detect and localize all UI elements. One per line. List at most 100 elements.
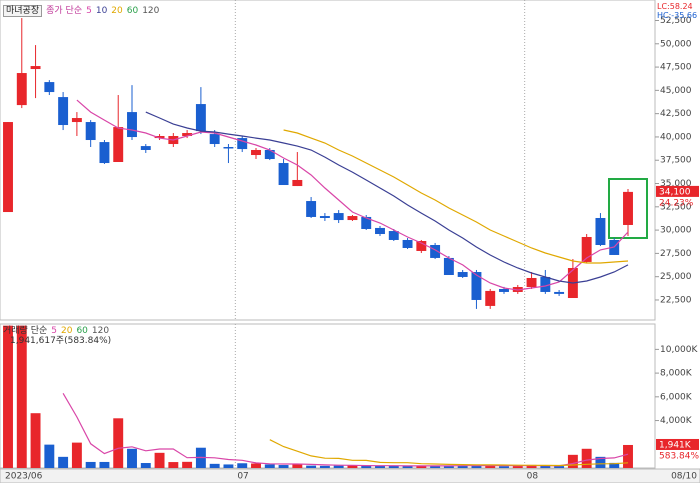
volume-bar xyxy=(333,465,344,468)
candle-body xyxy=(44,82,55,93)
y-tick-label: 52,500 xyxy=(660,16,692,26)
legend-entry: 20 xyxy=(111,6,123,16)
y-tick-label: 35,000 xyxy=(660,179,692,189)
change-label: 24.23% xyxy=(659,198,694,208)
price-panel xyxy=(0,0,656,321)
volume-bar xyxy=(526,464,537,468)
volume-bar xyxy=(209,463,220,468)
legend-entry: 120 xyxy=(142,6,160,16)
volume-bar xyxy=(113,418,124,468)
volume-bar xyxy=(3,325,13,468)
volume-bar xyxy=(567,454,578,468)
legend-entry: 10 xyxy=(95,6,108,16)
top-label: LC:58.24 xyxy=(657,2,693,11)
y-tick-label: 25,000 xyxy=(660,272,692,282)
volume-bar xyxy=(443,466,454,468)
volume-bar xyxy=(99,461,110,468)
candle-body xyxy=(471,272,482,300)
y-tick-label: 6,000K xyxy=(660,392,693,402)
y-tick-label: 22,500 xyxy=(660,295,692,305)
y-tick-label: 27,500 xyxy=(660,249,692,259)
legend-entry: 60 xyxy=(76,326,88,336)
stock-name: 마녀공장 xyxy=(3,5,43,17)
y-tick-label: 40,000 xyxy=(660,132,692,142)
volume-bar xyxy=(292,463,303,468)
candle-body xyxy=(457,272,468,277)
y-tick-label: 10,000K xyxy=(660,345,698,355)
volume-bar xyxy=(16,325,27,468)
candle-body xyxy=(58,97,69,126)
volume-bar xyxy=(237,463,248,468)
candle-body xyxy=(526,277,537,288)
legend-entry: 120 xyxy=(91,326,110,336)
ma-line xyxy=(269,439,629,467)
candle-body xyxy=(402,239,413,248)
volume-bar xyxy=(402,466,413,468)
volume-bar xyxy=(140,463,151,468)
candle-body xyxy=(182,133,193,137)
candle-body xyxy=(623,191,633,225)
volume-bar xyxy=(554,466,565,468)
candle-body xyxy=(223,147,234,149)
candle-body xyxy=(499,288,509,292)
y-tick-label: 30,000 xyxy=(660,226,692,236)
candle-body xyxy=(251,149,261,156)
candle-body xyxy=(209,134,220,145)
volume-bar xyxy=(361,465,372,468)
volume-summary: 1,941,617주(583.84%) xyxy=(10,336,112,346)
date-strip xyxy=(0,468,700,483)
volume-bar xyxy=(71,442,82,468)
candle-body xyxy=(71,118,82,123)
volume-panel xyxy=(0,323,656,469)
candle-body xyxy=(361,216,372,229)
volume-bar xyxy=(30,413,41,468)
change-label: 583.84% xyxy=(659,451,699,461)
legend-entry: 5 xyxy=(86,6,92,16)
volume-bar xyxy=(127,448,137,468)
legend-entry: 60 xyxy=(126,6,139,16)
candle-body xyxy=(540,276,551,292)
price-legend: 마녀공장 종가 단순 5 10 20 60 120 xyxy=(3,3,163,17)
candle-body xyxy=(319,216,330,218)
volume-bar xyxy=(278,465,289,468)
candle-body xyxy=(99,142,110,164)
volume-bar xyxy=(512,466,523,468)
volume-bar xyxy=(223,464,234,468)
y-tick-label: 42,500 xyxy=(660,109,692,119)
volume-bar xyxy=(264,464,275,468)
volume-bar xyxy=(457,465,468,468)
volume-bar xyxy=(85,461,96,468)
candle-body xyxy=(292,179,303,187)
legend-entry: 5 xyxy=(51,326,57,336)
volume-bar xyxy=(375,465,385,468)
y-tick-label: 50,000 xyxy=(660,39,692,49)
volume-bar xyxy=(581,448,592,468)
top-label: HC:-35.66 xyxy=(657,11,698,20)
y-tick-label: 45,000 xyxy=(660,86,692,96)
volume-bar xyxy=(58,456,69,468)
x-tick-label: 08 xyxy=(527,472,539,482)
candle-body xyxy=(140,146,151,150)
volume-bar xyxy=(168,462,179,468)
x-tick-label: 2023/06 xyxy=(5,472,43,482)
top-labels: LC:58.24 HC:-35.66 xyxy=(657,2,700,20)
candle-body xyxy=(195,104,206,132)
candle-body xyxy=(237,138,248,150)
candle-body xyxy=(581,236,592,262)
volume-bar xyxy=(182,461,193,468)
candle-body xyxy=(113,127,124,163)
volume-bar xyxy=(485,465,496,468)
candle-body xyxy=(264,149,275,160)
last-date: 08/10 xyxy=(671,472,697,482)
candle-body xyxy=(347,216,358,221)
y-tick-label: 4,000K xyxy=(660,416,693,426)
volume-bar xyxy=(416,465,427,468)
volume-bar xyxy=(623,444,633,468)
volume-bar xyxy=(471,465,482,468)
current-label: 1,941K xyxy=(659,440,692,450)
candle-body xyxy=(554,291,565,294)
y-tick-label: 32,500 xyxy=(660,202,692,212)
highlight-box xyxy=(608,178,648,239)
